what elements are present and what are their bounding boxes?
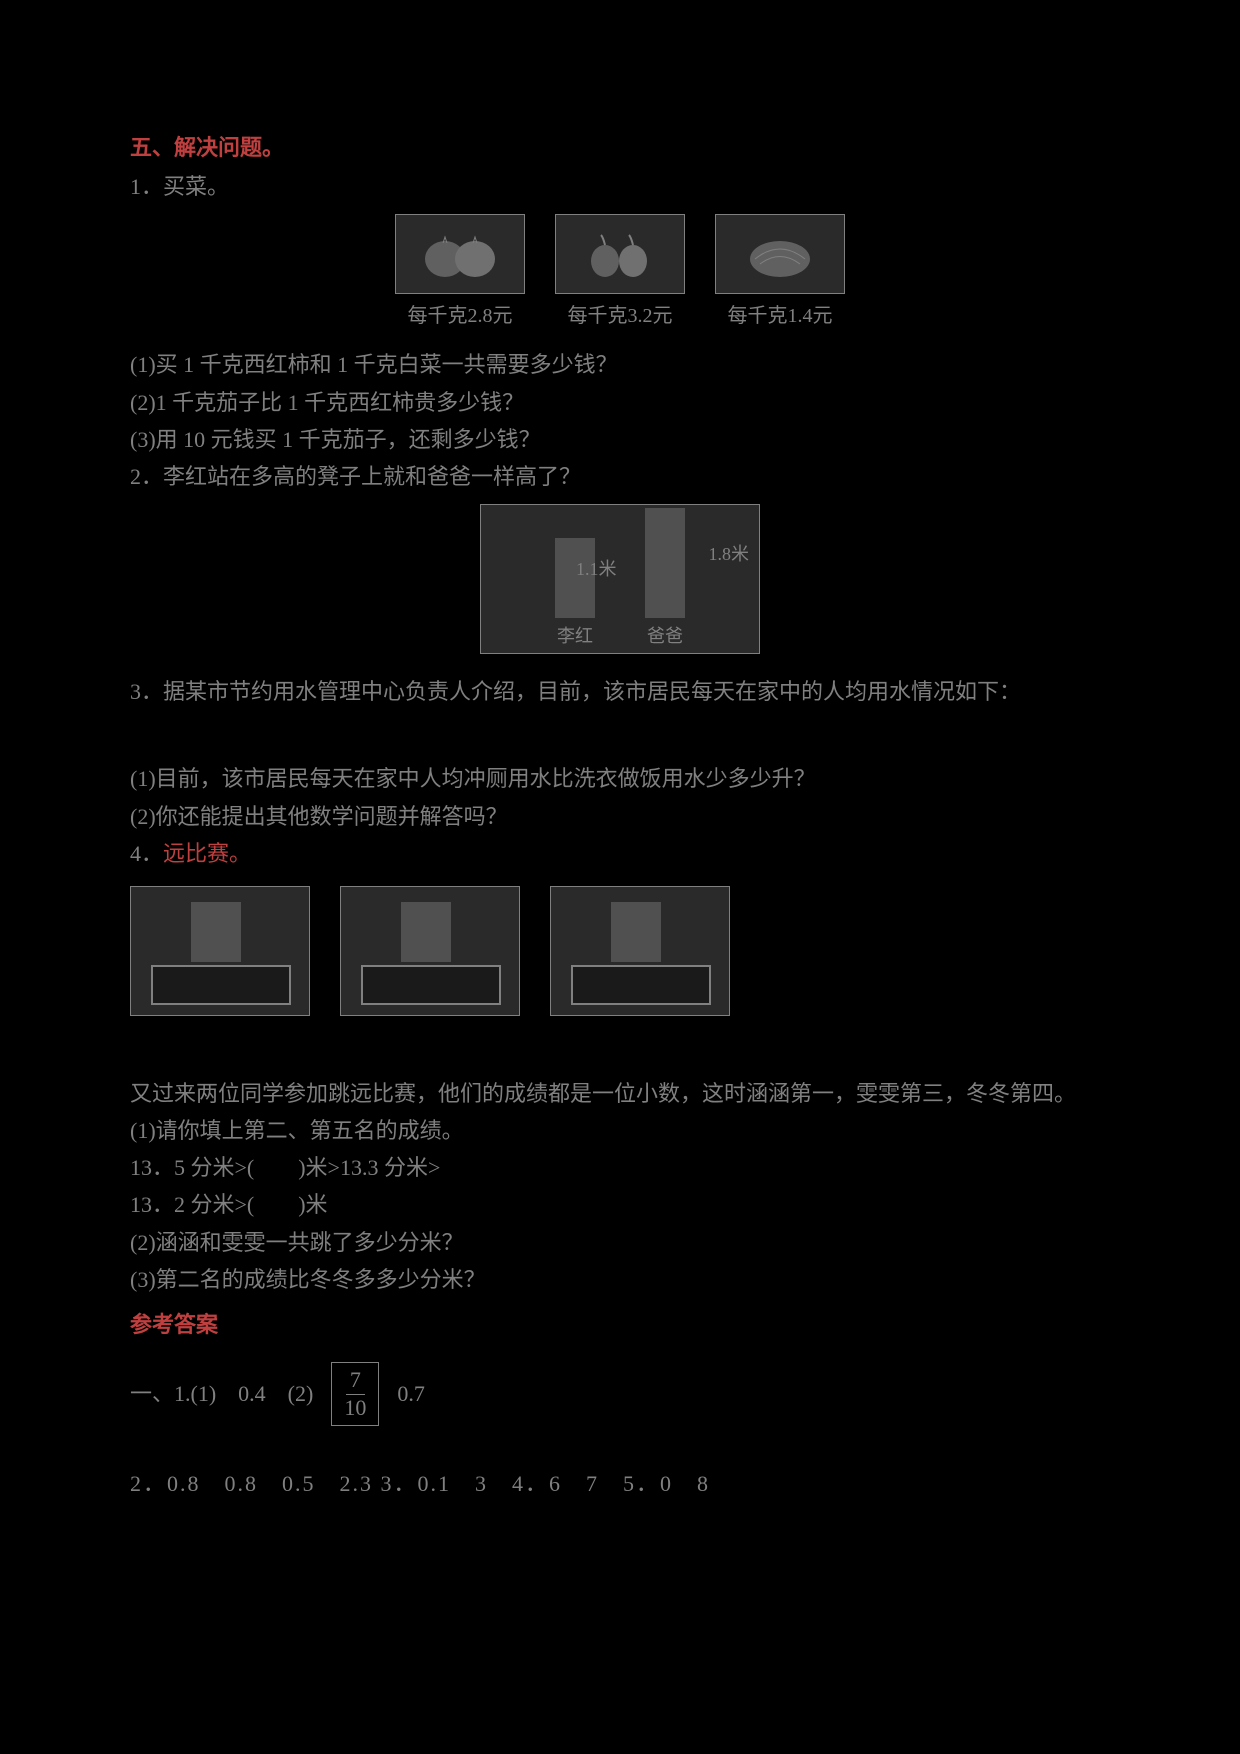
q4-line1: 13．5 分米>( )米>13.3 分米> (130, 1150, 1110, 1185)
cabbage-icon (735, 229, 825, 279)
father-height-label: 1.8米 (709, 540, 750, 569)
veg-tomato: 每千克2.8元 (395, 214, 525, 332)
lihong-height-label: 1.1米 (576, 555, 617, 584)
jumper-2-icon (401, 902, 451, 962)
father-label: 爸爸 (647, 622, 683, 651)
q2-title: 2．李红站在多高的凳子上就和爸爸一样高了？ (130, 459, 1110, 494)
tomato-image (395, 214, 525, 294)
section-5-title: 五、解决问题。 (130, 130, 1110, 165)
q1-sub2: (2)1 千克茄子比 1 千克西红柿贵多少钱？ (130, 385, 1110, 420)
jumper-3-icon (611, 902, 661, 962)
tomato-price-label: 每千克2.8元 (408, 300, 513, 332)
veg-cabbage: 每千克1.4元 (715, 214, 845, 332)
height-box: 李红 爸爸 1.1米 1.8米 (480, 504, 760, 654)
worksheet-page: 五、解决问题。 1．买菜。 每千克2.8元 (0, 0, 1240, 1501)
tomato-icon (415, 229, 505, 279)
eggplant-price-label: 每千克3.2元 (568, 300, 673, 332)
father-figure: 爸爸 (645, 508, 685, 651)
spacer (130, 1046, 1110, 1076)
cabbage-price-label: 每千克1.4元 (728, 300, 833, 332)
q3-sub2: (2)你还能提出其他数学问题并解答吗？ (130, 799, 1110, 834)
eggplant-image (555, 214, 685, 294)
answer-line-2: 2．0.8 0.8 0.5 2.3 3．0.1 3 4．6 7 5．0 8 (130, 1466, 1110, 1501)
q4-sub1: (1)请你填上第二、第五名的成绩。 (130, 1113, 1110, 1148)
fraction-denominator: 10 (340, 1395, 370, 1421)
sandpit-1 (151, 965, 291, 1005)
answers-title: 参考答案 (130, 1307, 1110, 1342)
answer-1-prefix: 一、1.(1) 0.4 (2) (130, 1376, 313, 1411)
answer-line-1: 一、1.(1) 0.4 (2) 7 10 0.7 (130, 1362, 1110, 1426)
q1-title: 1．买菜。 (130, 169, 1110, 204)
q3-sub1: (1)目前，该市居民每天在家中人均冲厕用水比洗衣做饭用水少多少升？ (130, 761, 1110, 796)
jump-image-2 (340, 886, 520, 1016)
jump-image-1 (130, 886, 310, 1016)
fraction-numerator: 7 (346, 1367, 365, 1394)
q4-line2: 13．2 分米>( )米 (130, 1187, 1110, 1222)
eggplant-icon (575, 229, 665, 279)
q4-num: 4． (130, 841, 163, 866)
q4-title-text: 远比赛。 (163, 841, 251, 866)
jump-images-row (130, 886, 1110, 1016)
jumper-1-icon (191, 902, 241, 962)
q4-sub3: (3)第二名的成绩比冬冬多多少分米？ (130, 1262, 1110, 1297)
answer-1-suffix: 0.7 (397, 1376, 425, 1411)
q4-desc: 又过来两位同学参加跳远比赛，他们的成绩都是一位小数，这时涵涵第一，雯雯第三，冬冬… (130, 1076, 1110, 1111)
q1-sub3: (3)用 10 元钱买 1 千克茄子，还剩多少钱？ (130, 422, 1110, 457)
fraction-7-10: 7 10 (331, 1362, 379, 1426)
q4-title: 4．远比赛。 (130, 836, 1110, 871)
father-icon (645, 508, 685, 618)
sandpit-2 (361, 965, 501, 1005)
veg-eggplant: 每千克3.2元 (555, 214, 685, 332)
height-diagram: 李红 爸爸 1.1米 1.8米 (130, 504, 1110, 654)
cabbage-image (715, 214, 845, 294)
jump-image-3 (550, 886, 730, 1016)
q1-sub1: (1)买 1 千克西红柿和 1 千克白菜一共需要多少钱？ (130, 347, 1110, 382)
lihong-label: 李红 (557, 622, 593, 651)
person-group: 李红 爸爸 (555, 508, 685, 651)
q3-title: 3．据某市节约用水管理中心负责人介绍，目前，该市居民每天在家中的人均用水情况如下… (130, 674, 1110, 709)
q4-sub2: (2)涵涵和雯雯一共跳了多少分米？ (130, 1225, 1110, 1260)
vegetable-images-row: 每千克2.8元 每千克3.2元 每千克1.4元 (130, 214, 1110, 332)
sandpit-3 (571, 965, 711, 1005)
q3-table-placeholder (130, 711, 1110, 761)
